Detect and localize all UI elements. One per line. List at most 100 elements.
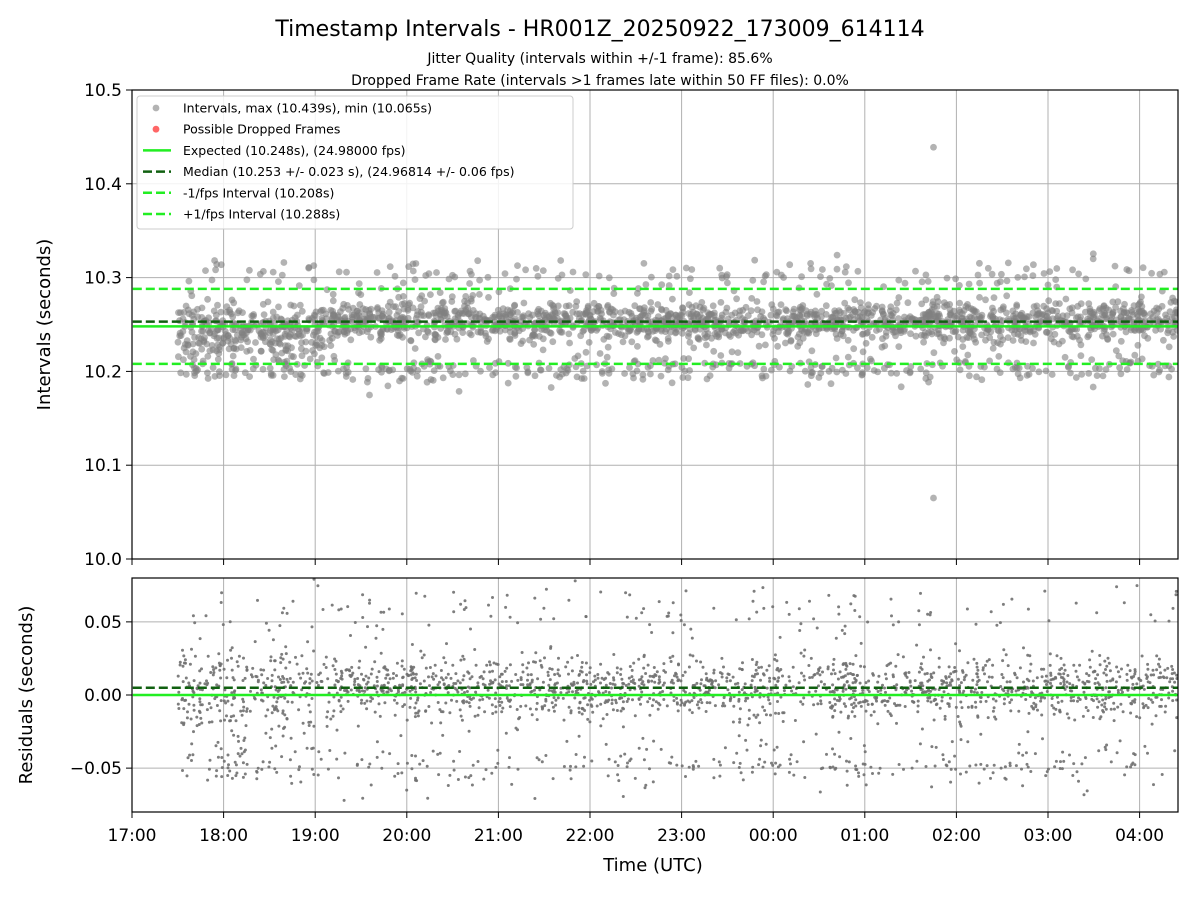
intervals-point [826, 275, 834, 282]
intervals-point [204, 369, 211, 377]
residuals-point [218, 709, 222, 713]
residuals-point [481, 677, 485, 681]
intervals-point [850, 345, 858, 353]
residuals-point [641, 736, 645, 740]
residuals-point [364, 674, 368, 678]
residuals-point [610, 702, 614, 705]
intervals-point [1172, 309, 1178, 317]
residuals-point [200, 703, 204, 707]
intervals-point [451, 273, 459, 281]
residuals-point [1083, 682, 1087, 686]
residuals-point [291, 680, 295, 684]
residuals-point [686, 699, 690, 703]
residuals-point [192, 730, 195, 734]
residuals-point [561, 696, 565, 700]
residuals-point [1103, 659, 1107, 663]
intervals-point [1012, 318, 1019, 325]
intervals-point [596, 350, 604, 357]
intervals-point [579, 327, 587, 335]
residuals-point [1014, 764, 1018, 768]
residuals-point [342, 798, 346, 802]
residuals-point [316, 584, 320, 588]
intervals-point [297, 332, 304, 340]
residuals-point [614, 701, 618, 705]
residuals-point [632, 681, 635, 685]
residuals-point [223, 718, 226, 722]
residuals-point [1175, 673, 1178, 677]
intervals-point [347, 336, 355, 344]
intervals-point [782, 306, 790, 314]
residuals-point [640, 675, 644, 679]
residuals-point [580, 712, 584, 716]
residuals-point [992, 763, 996, 767]
intervals-point [331, 357, 339, 364]
intervals-point [399, 375, 407, 382]
residuals-point [807, 664, 811, 667]
residuals-point [530, 678, 534, 682]
residuals-point [439, 669, 443, 672]
residuals-point [710, 682, 714, 686]
residuals-point [183, 699, 187, 702]
intervals-point [634, 290, 641, 297]
residuals-point [328, 749, 332, 752]
intervals-point [801, 367, 809, 375]
residuals-point [363, 689, 367, 693]
intervals-point [981, 363, 988, 371]
residuals-point [356, 683, 360, 687]
residuals-point [976, 714, 980, 718]
intervals-point [474, 257, 482, 265]
residuals-point [570, 669, 574, 673]
residuals-point [1112, 701, 1116, 705]
residuals-point [279, 661, 283, 665]
residuals-point [436, 683, 440, 687]
residuals-point [496, 663, 500, 666]
residuals-point [286, 700, 290, 704]
intervals-point [1075, 270, 1082, 278]
residuals-point [578, 672, 581, 676]
residuals-point [524, 704, 528, 708]
residuals-point [245, 707, 249, 711]
intervals-point [243, 348, 251, 355]
residuals-point [548, 667, 552, 671]
residuals-point [1033, 752, 1037, 756]
residuals-point [737, 734, 741, 738]
residuals-point [648, 674, 652, 678]
intervals-point [995, 353, 1003, 360]
residuals-point [333, 683, 337, 687]
residuals-point [784, 683, 788, 687]
residuals-point [393, 774, 397, 778]
residuals-point [884, 672, 888, 676]
intervals-point [696, 311, 704, 319]
residuals-point [482, 670, 486, 674]
intervals-point [867, 355, 874, 363]
residuals-point [1141, 702, 1145, 706]
residuals-point [1100, 703, 1104, 707]
intervals-point [554, 302, 562, 310]
residuals-point [360, 689, 364, 693]
residuals-point [682, 688, 686, 692]
residuals-point [809, 656, 813, 660]
intervals-point [1033, 302, 1041, 310]
residuals-point [438, 708, 442, 712]
residuals-point [307, 703, 311, 707]
residuals-point [433, 663, 437, 667]
residuals-point [375, 675, 379, 679]
residuals-point [726, 688, 730, 692]
residuals-point [1097, 683, 1101, 687]
residuals-point [445, 642, 448, 646]
intervals-point [648, 305, 656, 313]
residuals-point [529, 690, 533, 694]
residuals-point [671, 681, 675, 685]
residuals-point [1026, 653, 1030, 657]
residuals-point [1062, 672, 1066, 676]
residuals-point [1058, 668, 1062, 672]
residuals-point [1094, 677, 1098, 681]
intervals-point [532, 265, 540, 272]
residuals-point [615, 671, 619, 675]
residuals-point [1105, 743, 1109, 747]
residuals-point [393, 713, 397, 717]
intervals-point [449, 371, 457, 378]
residuals-point [949, 683, 953, 687]
residuals-point [1083, 756, 1087, 760]
